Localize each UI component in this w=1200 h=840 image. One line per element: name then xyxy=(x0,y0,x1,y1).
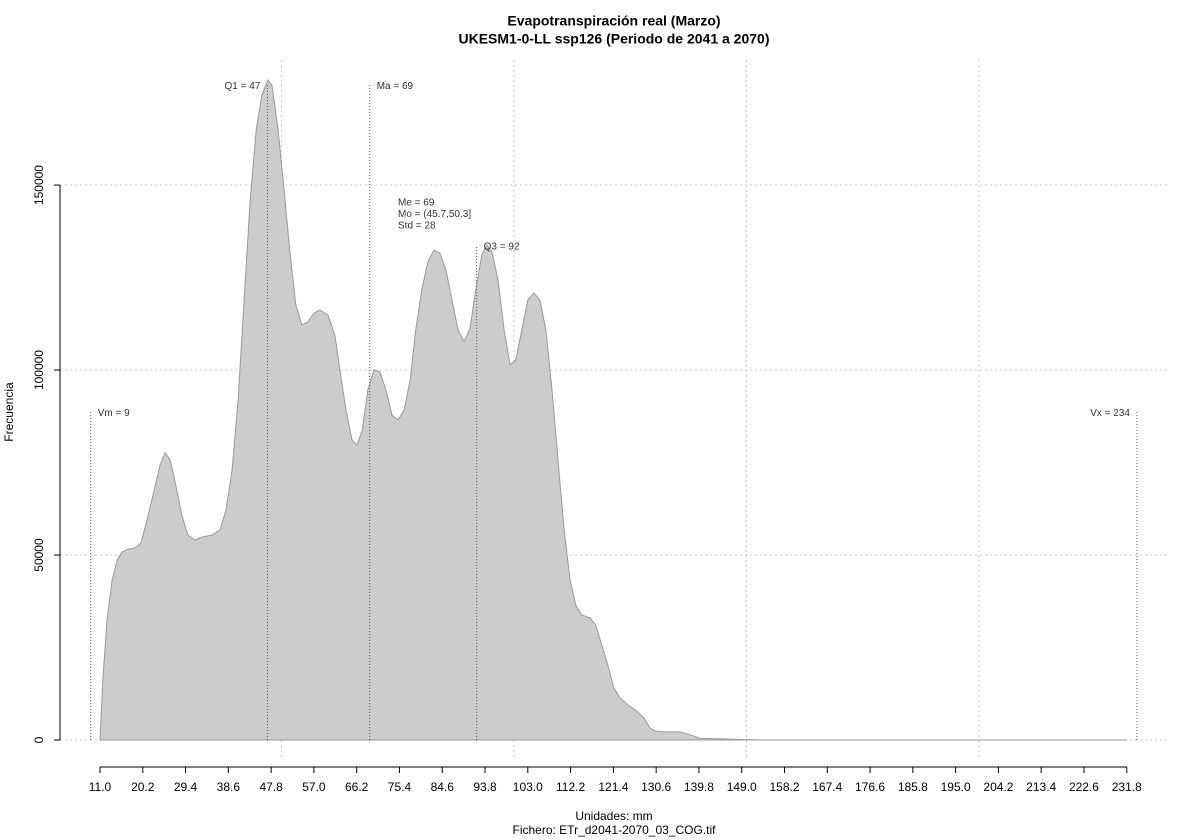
y-axis-label: Frecuencia xyxy=(2,382,16,442)
x-tick-label: 167.4 xyxy=(812,780,842,794)
x-tick-label: 20.2 xyxy=(131,780,155,794)
x-tick-label: 84.6 xyxy=(431,780,455,794)
x-tick-label: 66.2 xyxy=(345,780,369,794)
x-axis-label: Unidades: mm xyxy=(575,809,652,823)
x-tick-label: 11.0 xyxy=(89,780,112,794)
stat-label: Me = 69 xyxy=(398,198,435,209)
x-tick-label: 158.2 xyxy=(769,780,799,794)
y-tick-label: 100000 xyxy=(32,350,46,390)
y-tick-label: 0 xyxy=(32,736,46,743)
chart-title: Evapotranspiración real (Marzo) xyxy=(507,13,720,29)
caption: Fichero: ETr_d2041-2070_03_COG.tif xyxy=(513,823,717,837)
annotation-label: Q3 = 92 xyxy=(484,242,520,253)
x-tick-label: 47.8 xyxy=(259,780,283,794)
x-tick-label: 231.8 xyxy=(1112,780,1142,794)
annotation-label: Ma = 69 xyxy=(377,81,414,92)
annotation-label: Vx = 234 xyxy=(1090,408,1130,419)
x-tick-label: 176.6 xyxy=(855,780,885,794)
x-tick-label: 185.8 xyxy=(898,780,928,794)
x-tick-label: 204.2 xyxy=(983,780,1013,794)
x-tick-label: 57.0 xyxy=(302,780,326,794)
annotation-label: Vm = 9 xyxy=(98,408,130,419)
x-tick-label: 121.4 xyxy=(598,780,628,794)
x-tick-label: 93.8 xyxy=(473,780,497,794)
x-tick-label: 139.8 xyxy=(684,780,714,794)
x-tick-label: 149.0 xyxy=(727,780,757,794)
x-tick-label: 222.6 xyxy=(1069,780,1099,794)
x-tick-label: 38.6 xyxy=(217,780,241,794)
x-tick-label: 213.4 xyxy=(1026,780,1056,794)
y-tick-label: 50000 xyxy=(32,538,46,572)
x-tick-label: 130.6 xyxy=(641,780,671,794)
stat-label: Std = 28 xyxy=(398,221,436,232)
y-tick-label: 150000 xyxy=(32,165,46,205)
chart-subtitle: UKESM1-0-LL ssp126 (Periodo de 2041 a 20… xyxy=(459,31,770,47)
x-tick-label: 103.0 xyxy=(513,780,543,794)
x-tick-label: 112.2 xyxy=(556,780,585,794)
annotation-label: Q1 = 47 xyxy=(225,81,261,92)
x-tick-label: 29.4 xyxy=(174,780,198,794)
density-area xyxy=(99,79,1127,741)
x-tick-label: 75.4 xyxy=(388,780,412,794)
x-tick-label: 195.0 xyxy=(941,780,971,794)
stat-label: Mo = (45.7,50.3] xyxy=(398,209,471,220)
